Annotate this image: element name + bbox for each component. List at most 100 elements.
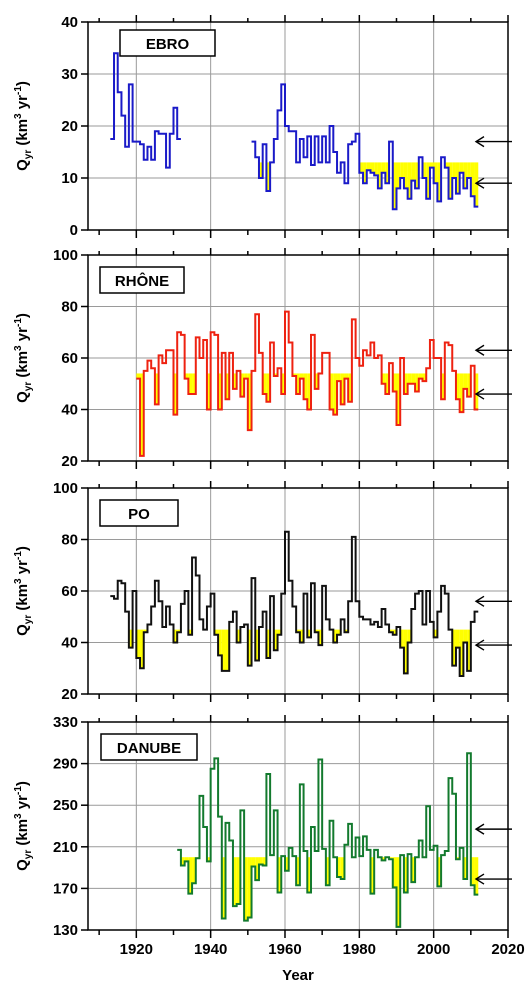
arrow-head xyxy=(474,639,485,651)
y-tick-label: 40 xyxy=(61,635,78,652)
arrow-head xyxy=(474,136,485,148)
fill-bar xyxy=(296,373,300,395)
fill-bar xyxy=(143,629,148,633)
fill-bar xyxy=(470,162,475,197)
y-tick-label: 0 xyxy=(70,222,78,239)
y-tick-label: 80 xyxy=(61,532,78,549)
fill-bar xyxy=(415,373,419,392)
y-tick-label: 80 xyxy=(61,299,78,316)
fill-bar xyxy=(214,629,219,635)
y-tick-label: 30 xyxy=(61,66,78,83)
fill-bar xyxy=(221,629,226,671)
fill-bar xyxy=(273,373,278,377)
y-label-part: yr xyxy=(14,795,31,814)
below-mean-fill xyxy=(258,162,479,210)
fill-bar xyxy=(400,162,404,178)
fill-bar xyxy=(437,857,442,887)
fill-bar xyxy=(407,629,412,643)
y-label-part: (km xyxy=(14,119,31,150)
fill-bar xyxy=(299,629,304,643)
series-line-0 xyxy=(110,52,181,169)
fill-bar xyxy=(140,373,144,456)
fill-bar xyxy=(389,857,393,860)
series-line-0 xyxy=(177,752,479,928)
fill-bar xyxy=(154,373,159,405)
fill-bar xyxy=(184,857,189,862)
fill-bar xyxy=(377,162,382,189)
fill-bar xyxy=(184,373,189,379)
fill-bar xyxy=(403,373,408,395)
y-label-part: yr xyxy=(23,850,34,860)
y-axis-label: Qyr (km3 yr-1) xyxy=(13,81,34,171)
fill-bar xyxy=(389,629,393,633)
fill-bar xyxy=(188,373,193,395)
fill-bar xyxy=(273,629,278,651)
y-tick-label: 130 xyxy=(53,922,78,939)
fill-bar xyxy=(206,857,211,862)
fill-bar xyxy=(366,162,371,171)
x-tick-label: 2020 xyxy=(491,941,524,958)
fill-bar xyxy=(136,629,141,658)
y-tick-label: 250 xyxy=(53,797,78,814)
fill-bar xyxy=(392,629,397,635)
fill-bar xyxy=(173,629,178,643)
fill-bar xyxy=(258,857,263,865)
fill-bar xyxy=(255,629,259,661)
y-label-part: yr xyxy=(23,615,34,625)
y-tick-label: 170 xyxy=(53,880,78,897)
fill-bar xyxy=(284,857,289,871)
x-tick-label: 1940 xyxy=(194,941,227,958)
y-label-part: yr xyxy=(23,382,34,392)
fill-bar xyxy=(236,629,241,643)
fill-bar xyxy=(459,629,464,676)
fill-bar xyxy=(474,162,479,207)
fill-bar xyxy=(463,373,468,389)
fill-bar xyxy=(433,162,438,184)
fill-bar xyxy=(455,857,460,860)
fill-bar xyxy=(333,373,338,415)
fill-bar xyxy=(236,857,241,904)
fill-bar xyxy=(437,162,442,202)
fill-bar xyxy=(426,162,430,199)
fill-bar xyxy=(429,162,434,168)
x-tick-label: 1920 xyxy=(120,941,153,958)
y-label-part: Q xyxy=(14,391,31,403)
y-label-part: yr xyxy=(14,560,31,579)
fill-bar xyxy=(407,373,412,384)
fill-bar xyxy=(403,629,408,674)
title-box xyxy=(99,499,179,527)
fill-bar xyxy=(192,857,196,884)
fill-bar xyxy=(337,857,341,877)
fill-bar xyxy=(370,162,375,173)
fill-bar xyxy=(177,629,181,633)
fill-bar xyxy=(344,629,349,633)
fill-bar xyxy=(225,629,230,671)
fill-bar xyxy=(307,629,312,638)
fill-bar xyxy=(192,373,196,395)
fill-bar xyxy=(277,857,282,893)
fill-bar xyxy=(470,857,475,886)
fill-bar xyxy=(370,857,375,894)
fill-bar xyxy=(459,162,464,173)
arrow-head xyxy=(474,344,485,356)
title-box xyxy=(119,29,216,57)
arrow-head xyxy=(474,388,485,400)
fill-bar xyxy=(392,857,397,888)
fill-bar xyxy=(266,629,271,658)
fill-bar xyxy=(459,373,464,413)
fill-bar xyxy=(407,162,412,199)
below-mean-fill xyxy=(180,857,479,927)
y-label-part: Q xyxy=(14,859,31,871)
plot-frame xyxy=(87,21,509,231)
y-label-part: (km xyxy=(14,819,31,850)
series-line-0 xyxy=(110,530,479,677)
fill-bar xyxy=(337,373,341,382)
fill-bar xyxy=(188,857,193,894)
plot-frame xyxy=(87,254,509,462)
title-box xyxy=(99,266,185,294)
fill-bar xyxy=(411,162,416,181)
y-axis-label: Qyr (km3 yr-1) xyxy=(13,313,34,403)
fill-bar xyxy=(385,162,390,184)
